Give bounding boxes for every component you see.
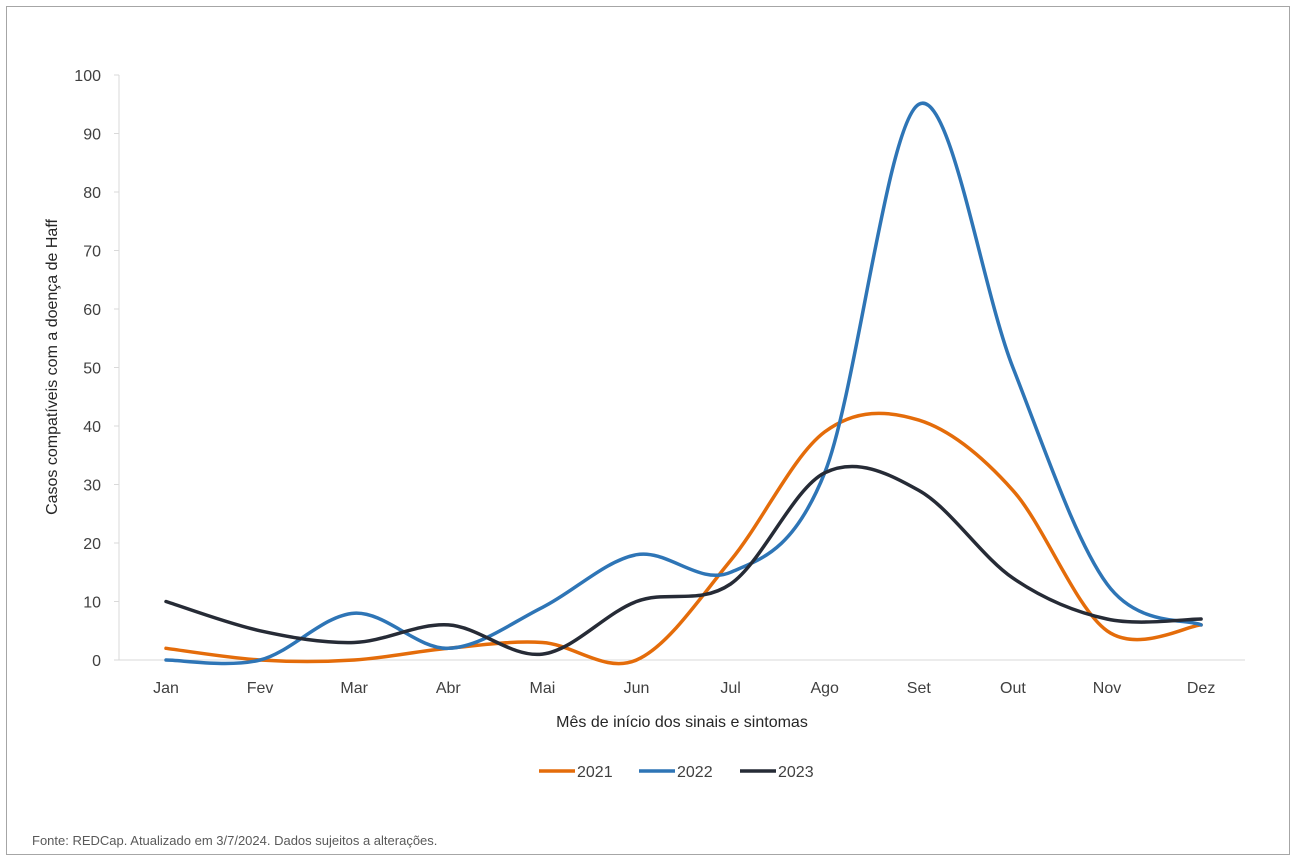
series-line-2023 [164,464,1203,657]
x-tick-label: Set [907,680,932,697]
x-tick-label: Dez [1187,680,1215,697]
y-tick-label: 50 [83,361,101,378]
x-axis: Jan Fev Mar Abr Mai Jun Jul Ago Set Out Nov Dez [119,659,1245,697]
y-tick-label: 90 [83,127,101,144]
x-tick-label: Jul [720,680,740,697]
x-tick-label: Ago [810,680,839,697]
x-tick-label: Jan [153,680,179,697]
y-axis-label: Casos compatíveis com a doença de Haff [44,219,61,515]
x-tick-label: Nov [1093,680,1121,697]
x-tick-label: Fev [247,680,274,697]
y-tick-label: 20 [83,536,101,553]
y-tick-label: 40 [83,419,101,436]
y-tick-label: 0 [92,653,101,670]
y-axis: 0 10 20 30 40 50 60 70 80 90 100 [74,68,120,670]
legend-label-2023: 2023 [778,764,814,781]
x-tick-label: Jun [624,680,650,697]
series-layer [164,101,1203,666]
legend: 2021 2022 2023 [539,764,814,781]
source-note: Fonte: REDCap. Atualizado em 3/7/2024. D… [32,833,438,848]
y-tick-label: 70 [83,244,101,261]
y-tick-label: 10 [83,595,101,612]
legend-label-2022: 2022 [677,764,713,781]
legend-label-2021: 2021 [577,764,613,781]
x-axis-label: Mês de início dos sinais e sintomas [556,714,808,731]
x-tick-label: Mar [340,680,368,697]
x-tick-label: Mai [530,680,556,697]
chart-frame [6,6,1290,855]
y-tick-label: 60 [83,302,101,319]
series-line-2022 [164,101,1203,666]
y-tick-label: 80 [83,185,101,202]
x-tick-label: Abr [436,680,462,697]
y-tick-label: 100 [74,68,101,85]
y-tick-label: 30 [83,478,101,495]
x-tick-label: Out [1000,680,1026,697]
